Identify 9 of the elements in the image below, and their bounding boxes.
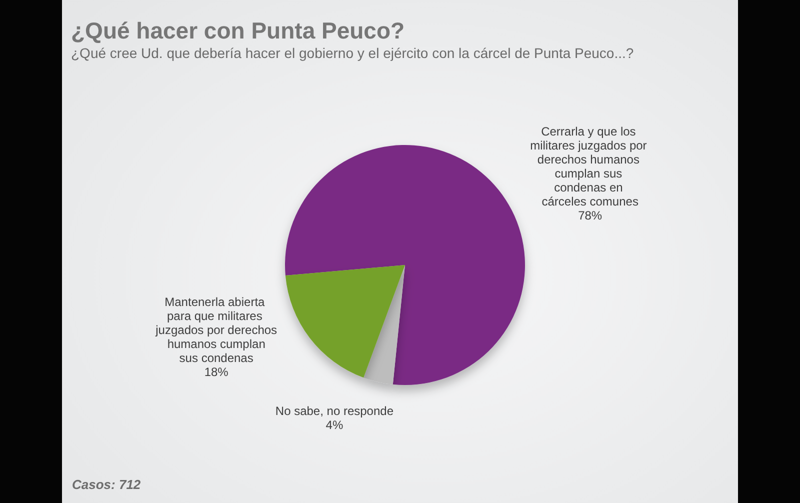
chart-title: ¿Qué hacer con Punta Peuco? (71, 18, 405, 44)
text: Casos: 712 (72, 477, 142, 492)
slice-label: Cerrarla y que los militares juzgados por derechos humanos cumplan sus condenas en cárceles comunes (530, 124, 650, 209)
chart-subtitle: ¿Qué cree Ud. que debería hacer el gobierno y el ejército con la cárcel de Punta Peuco...? (71, 45, 634, 61)
data-label: 18% (204, 365, 229, 380)
slice-label: No sabe, no responde (275, 404, 394, 418)
data-label: 78% (578, 208, 602, 223)
data-label: 4% (326, 418, 344, 432)
slice-label: Mantenerla abierta para que militares juzgados por derechos humanos cumplan sus condenas (154, 295, 278, 366)
